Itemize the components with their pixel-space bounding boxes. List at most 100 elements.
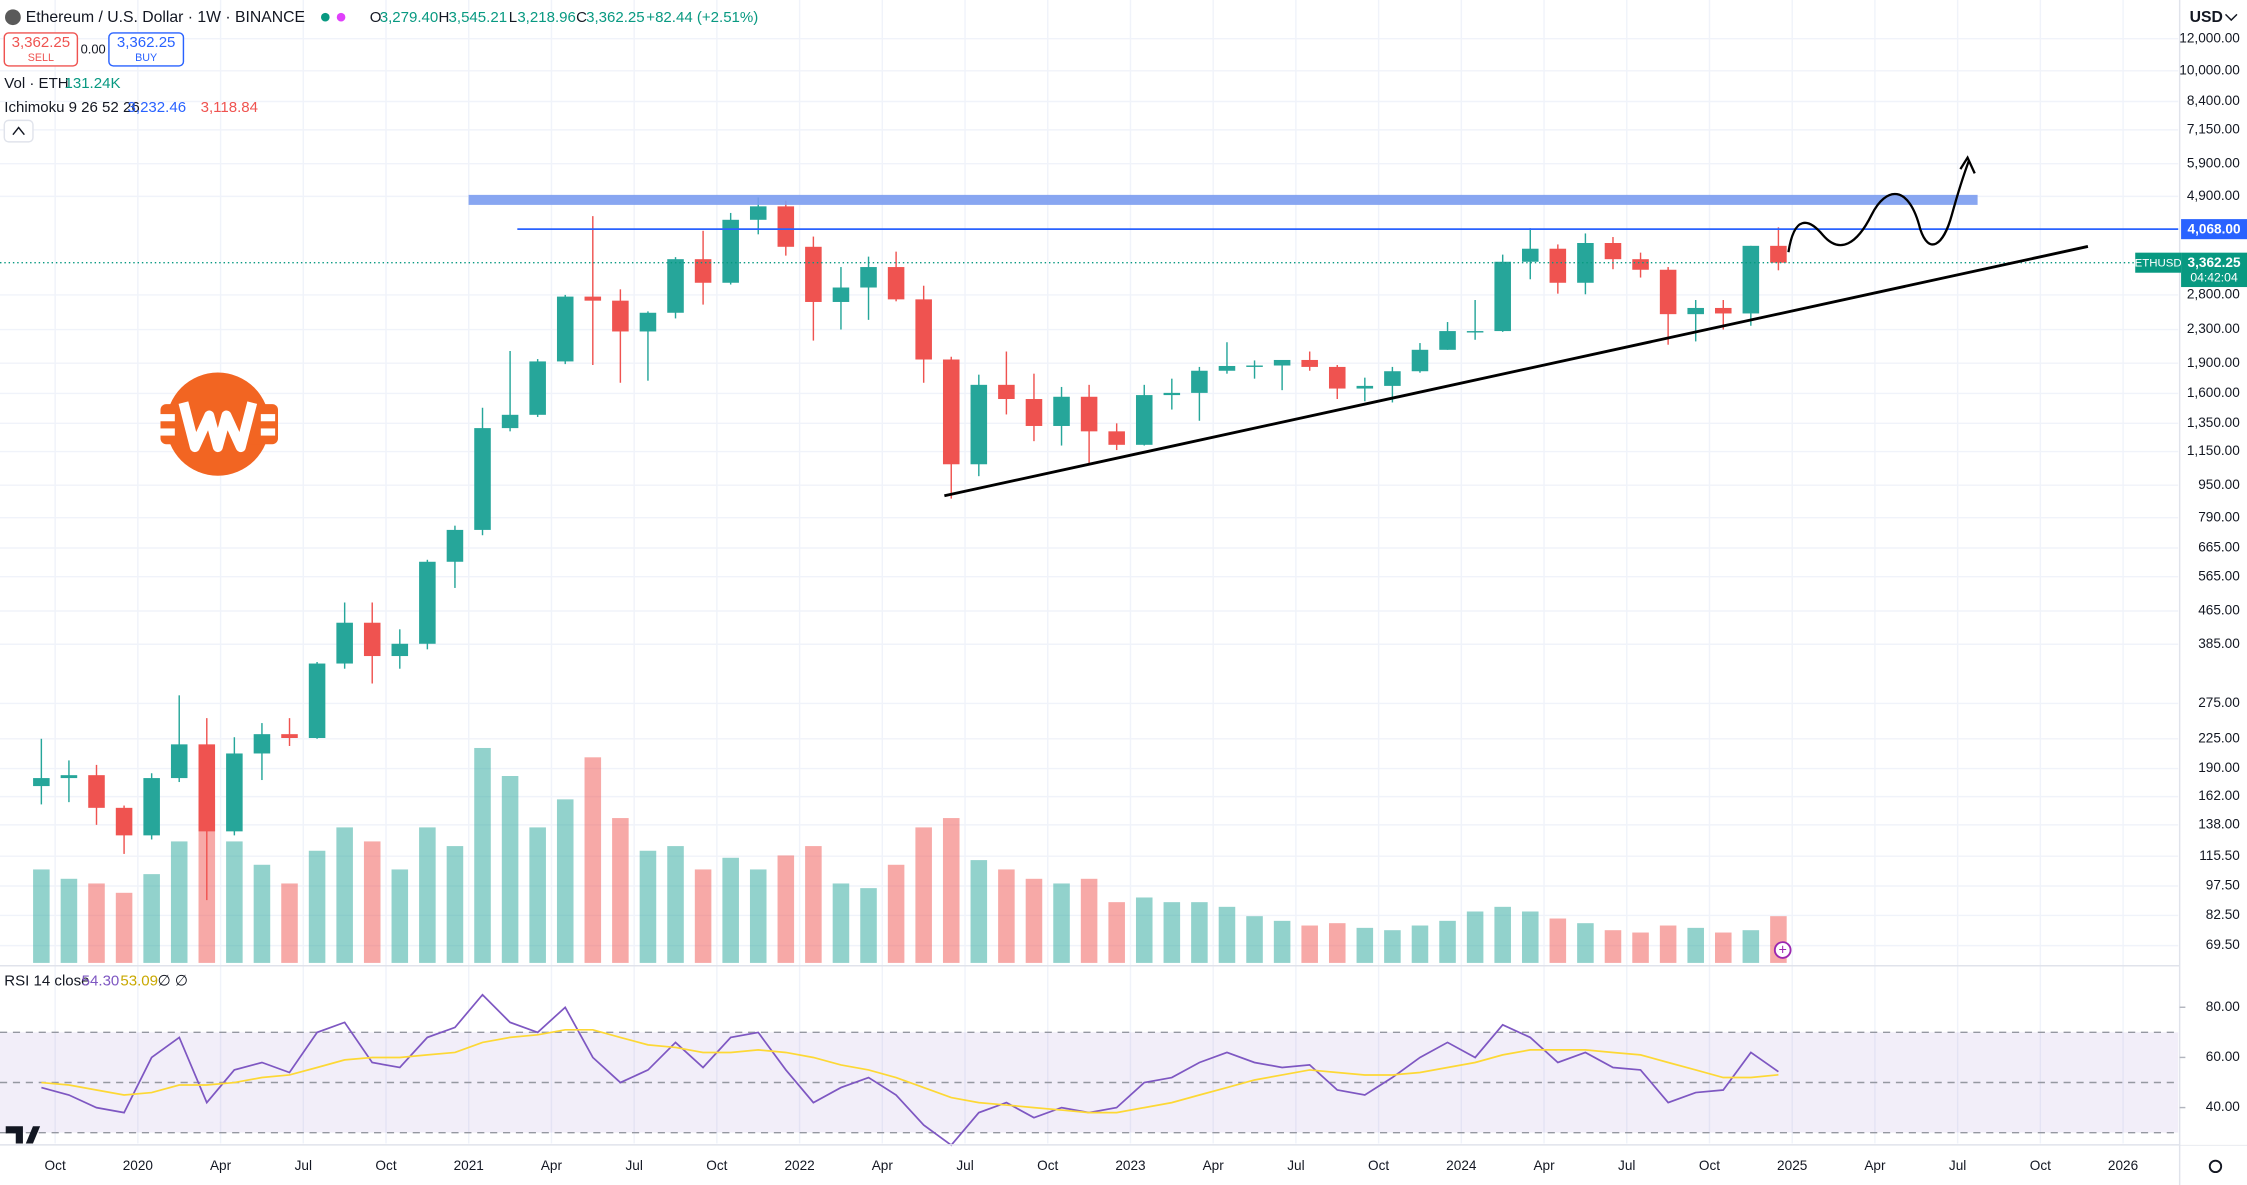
candle-body: [915, 299, 932, 360]
x-tick-label: Apr: [1533, 1158, 1555, 1173]
rsi-tick-label: 60.00: [2206, 1049, 2240, 1064]
rsi-tick-label: 40.00: [2206, 1099, 2240, 1114]
candle-body: [1328, 366, 1346, 389]
x-tick-label: Oct: [45, 1158, 66, 1173]
symbol-title[interactable]: Ethereum / U.S. Dollar · 1W · BINANCE: [26, 9, 305, 26]
rsi-tick-label: 80.00: [2206, 999, 2240, 1014]
resistance-zone: [468, 194, 1978, 205]
candle-body: [832, 287, 850, 302]
buy-button[interactable]: [108, 32, 185, 67]
status-dot: [321, 12, 330, 22]
rsi-value: 54.30: [82, 972, 120, 989]
volume-bar: [446, 846, 464, 963]
y-tick-label: 7,150.00: [2187, 121, 2240, 136]
sell-button[interactable]: [3, 32, 79, 67]
x-tick-label: Jul: [1287, 1158, 1304, 1173]
y-tick-label: 138.00: [2198, 816, 2240, 831]
volume-bar: [363, 841, 381, 963]
volume-bar: [88, 883, 105, 963]
grid: [0, 0, 2179, 1144]
volume-bar: [501, 776, 519, 963]
currency-dropdown[interactable]: [2224, 13, 2238, 22]
candle-body: [1439, 331, 1456, 350]
candle-body: [1218, 365, 1236, 371]
volume-bar: [1273, 920, 1291, 963]
volume-bar: [1659, 925, 1677, 963]
candle-body: [612, 300, 629, 332]
volume-bar: [749, 869, 767, 963]
y-tick-label: 1,150.00: [2187, 443, 2240, 458]
ohlc-value: 3,545.21: [449, 9, 508, 26]
status-dot: [336, 12, 346, 22]
x-tick-label: Jul: [295, 1158, 312, 1173]
volume-bar: [253, 864, 271, 963]
add-button[interactable]: [1773, 941, 1792, 959]
collapse-icon[interactable]: [12, 126, 25, 136]
ichimoku-value: 3,118.84: [201, 99, 258, 116]
x-tick-label: Apr: [210, 1158, 232, 1173]
y-tick-label: 2,800.00: [2187, 287, 2240, 302]
buy-label[interactable]: BUY: [135, 52, 157, 64]
volume-bar: [1328, 923, 1346, 963]
candle-body: [749, 206, 767, 220]
y-tick-label: 465.00: [2198, 603, 2240, 618]
y-tick-label: 4,900.00: [2187, 188, 2240, 203]
buy-price[interactable]: 3,362.25: [117, 34, 176, 51]
candle-body: [1632, 259, 1649, 270]
volume-bar: [115, 892, 133, 963]
sell-price[interactable]: 3,362.25: [12, 34, 71, 51]
price-axis: [2179, 0, 2247, 1145]
add-icon[interactable]: +: [1779, 943, 1787, 959]
volume-bar: [777, 855, 795, 963]
volume-bar: [1108, 902, 1125, 963]
candle-body: [1025, 399, 1043, 426]
volume-bar: [1356, 927, 1374, 963]
candle-body: [1273, 359, 1291, 366]
volume-bar: [336, 827, 353, 963]
y-tick-label: 10,000.00: [2179, 62, 2240, 77]
volume-bar: [529, 827, 546, 963]
y-tick-label: 225.00: [2198, 730, 2240, 745]
candle-body: [1521, 248, 1539, 262]
volume-bar: [612, 818, 629, 963]
symbol-tag-label: ETHUSD: [2135, 257, 2182, 269]
volume-legend: Vol · ETH: [4, 75, 68, 92]
candle-body: [60, 775, 78, 779]
candle-body: [805, 246, 822, 302]
candle-body: [1714, 307, 1732, 314]
collapse-button[interactable]: [3, 119, 34, 143]
candle-body: [722, 219, 739, 283]
y-tick-label: 5,900.00: [2187, 155, 2240, 170]
volume-bar: [1604, 930, 1622, 963]
currency[interactable]: USD: [2190, 9, 2223, 26]
countdown-label: 04:42:04: [2190, 271, 2238, 285]
candle-body: [1384, 371, 1401, 386]
x-tick-label: Oct: [1699, 1158, 1720, 1173]
volume-bar: [805, 846, 822, 963]
volume-bar: [33, 869, 50, 963]
candle-body: [777, 206, 795, 247]
candle-body: [1687, 307, 1704, 315]
candle-body: [88, 775, 105, 808]
x-tick-label: 2025: [1777, 1158, 1807, 1173]
volume-bar: [1439, 920, 1456, 963]
volume-bar: [1714, 932, 1732, 963]
settings-icon[interactable]: [2208, 1159, 2223, 1174]
ohlc-value: 3,218.96: [517, 9, 576, 26]
x-tick-label: Jul: [1949, 1158, 1966, 1173]
x-tick-label: 2023: [1115, 1158, 1145, 1173]
volume-bar: [281, 883, 298, 963]
volume-bar: [915, 827, 932, 963]
sell-label[interactable]: SELL: [28, 52, 54, 64]
volume-bar: [722, 857, 739, 963]
projection-drawing: [1787, 155, 1976, 253]
volume-bar: [60, 878, 78, 963]
x-tick-label: 2026: [2108, 1158, 2138, 1173]
candle-body: [1466, 331, 1484, 333]
volume-bar: [419, 827, 436, 963]
volume-bar: [1301, 925, 1318, 963]
candle-body: [694, 259, 712, 283]
candle-body: [446, 529, 464, 562]
volume-bar: [556, 799, 574, 963]
candle-body: [474, 428, 491, 530]
